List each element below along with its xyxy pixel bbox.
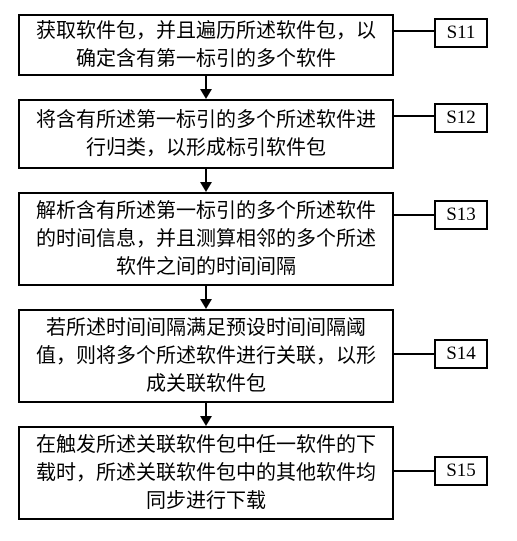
step-text-2: 将含有所述第一标引的多个所述软件进行归类，以形成标引软件包 [30, 106, 382, 162]
step-label-3: S13 [434, 200, 488, 230]
step-box-4: 若所述时间间隔满足预设时间间隔阈值，则将多个所述软件进行关联，以形成关联软件包 [18, 309, 394, 403]
step-row-3: 解析含有所述第一标引的多个所述软件的时间信息，并且测算相邻的多个所述软件之间的时… [18, 192, 498, 286]
connector-4 [394, 353, 434, 355]
step-label-text-1: S11 [447, 22, 476, 44]
step-label-text-3: S13 [446, 204, 476, 226]
arrow-1 [18, 76, 394, 99]
flowchart-container: 获取软件包，并且遍历所述软件包，以确定含有第一标引的多个软件 S11 将含有所述… [18, 14, 498, 520]
step-row-5: 在触发所述关联软件包中任一软件的下载时，所述关联软件包中的其他软件均同步进行下载… [18, 426, 498, 520]
step-label-text-2: S12 [446, 107, 476, 129]
arrow-3 [18, 286, 394, 309]
step-box-5: 在触发所述关联软件包中任一软件的下载时，所述关联软件包中的其他软件均同步进行下载 [18, 426, 394, 520]
step-label-text-4: S14 [446, 343, 476, 365]
step-label-2: S12 [434, 103, 488, 133]
step-row-1: 获取软件包，并且遍历所述软件包，以确定含有第一标引的多个软件 S11 [18, 14, 498, 76]
arrow-2 [18, 169, 394, 192]
step-box-2: 将含有所述第一标引的多个所述软件进行归类，以形成标引软件包 [18, 99, 394, 169]
step-label-1: S11 [434, 18, 488, 48]
step-label-4: S14 [434, 339, 488, 369]
connector-3 [394, 214, 434, 216]
step-label-text-5: S15 [446, 460, 476, 482]
step-row-4: 若所述时间间隔满足预设时间间隔阈值，则将多个所述软件进行关联，以形成关联软件包 … [18, 309, 498, 403]
arrow-4 [18, 403, 394, 426]
step-text-1: 获取软件包，并且遍历所述软件包，以确定含有第一标引的多个软件 [30, 17, 382, 73]
step-label-5: S15 [434, 456, 488, 486]
step-text-3: 解析含有所述第一标引的多个所述软件的时间信息，并且测算相邻的多个所述软件之间的时… [30, 197, 382, 281]
connector-1 [394, 30, 434, 32]
step-text-5: 在触发所述关联软件包中任一软件的下载时，所述关联软件包中的其他软件均同步进行下载 [30, 431, 382, 515]
connector-2 [394, 115, 434, 117]
step-box-3: 解析含有所述第一标引的多个所述软件的时间信息，并且测算相邻的多个所述软件之间的时… [18, 192, 394, 286]
step-row-2: 将含有所述第一标引的多个所述软件进行归类，以形成标引软件包 S12 [18, 99, 498, 169]
step-box-1: 获取软件包，并且遍历所述软件包，以确定含有第一标引的多个软件 [18, 14, 394, 76]
connector-5 [394, 470, 434, 472]
step-text-4: 若所述时间间隔满足预设时间间隔阈值，则将多个所述软件进行关联，以形成关联软件包 [30, 314, 382, 398]
